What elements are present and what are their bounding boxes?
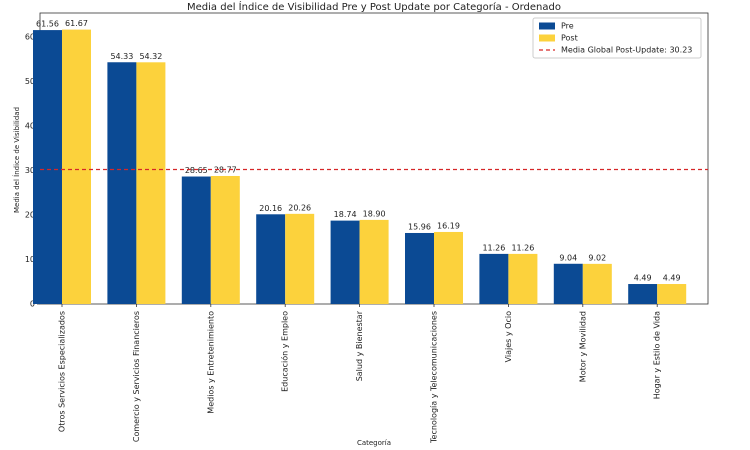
x-tick-label: Hogar y Estilo de Vida [653, 311, 662, 399]
bar [657, 284, 687, 304]
value-label: 4.49 [663, 274, 681, 283]
value-label: 18.74 [334, 210, 357, 219]
bar [107, 62, 137, 304]
legend-label: Post [561, 34, 578, 43]
bar [256, 214, 286, 304]
bar [405, 232, 434, 304]
chart-title: Media del Índice de Visibilidad Pre y Po… [187, 0, 561, 13]
value-label: 11.26 [511, 243, 534, 252]
x-axis-label: Categoría [357, 439, 391, 447]
value-label: 61.56 [36, 20, 59, 29]
y-tick-label: 50 [25, 77, 35, 86]
x-tick-label: Salud y Bienestar [355, 310, 364, 381]
value-label: 9.02 [588, 253, 606, 262]
bar [181, 176, 211, 304]
bar [479, 253, 509, 304]
x-tick-label: Viajes y Ocio [504, 311, 513, 362]
legend-label: Media Global Post-Update: 30.23 [561, 46, 692, 55]
y-tick-label: 0 [30, 300, 35, 309]
bar [62, 29, 91, 304]
bar [582, 263, 612, 304]
value-label: 20.26 [288, 203, 311, 212]
value-label: 18.90 [363, 209, 386, 218]
bar [628, 284, 658, 304]
y-tick-label: 10 [25, 255, 35, 264]
bar [210, 175, 240, 304]
legend-box [532, 17, 702, 59]
x-tick-label: Motor y Movilidad [578, 311, 587, 382]
x-tick-label: Otros Servicios Especializados [58, 311, 67, 432]
bar [359, 219, 389, 304]
legend-label: Pre [561, 22, 574, 31]
bar [33, 30, 62, 304]
bar [434, 231, 463, 304]
y-tick-label: 30 [25, 166, 35, 175]
x-tick-label: Tecnología y Telecomunicaciones [430, 311, 439, 444]
value-label: 61.67 [65, 19, 88, 28]
x-tick-label: Comercio y Servicios Financieros [132, 311, 141, 442]
y-tick-label: 60 [25, 33, 35, 42]
value-label: 9.04 [559, 253, 577, 262]
y-axis-label: Media del Índice de Visibilidad [12, 107, 21, 213]
x-tick-label: Medios y Entretenimiento [206, 311, 215, 414]
value-label: 15.96 [408, 222, 431, 231]
value-label: 11.26 [482, 243, 505, 252]
value-label: 54.32 [139, 52, 162, 61]
bar [508, 253, 538, 304]
y-tick-label: 20 [25, 211, 35, 220]
bar [553, 263, 583, 304]
bar [285, 213, 315, 304]
legend-swatch [539, 22, 555, 30]
value-label: 4.49 [634, 274, 652, 283]
value-label: 54.33 [110, 52, 133, 61]
value-label: 28.65 [185, 166, 208, 175]
x-tick-label: Educación y Empleo [280, 311, 290, 392]
y-tick-label: 40 [25, 122, 35, 131]
value-label: 16.19 [437, 221, 460, 230]
bar [330, 220, 360, 304]
bar [136, 62, 166, 304]
value-label: 20.16 [259, 204, 282, 213]
legend-swatch [539, 34, 555, 42]
